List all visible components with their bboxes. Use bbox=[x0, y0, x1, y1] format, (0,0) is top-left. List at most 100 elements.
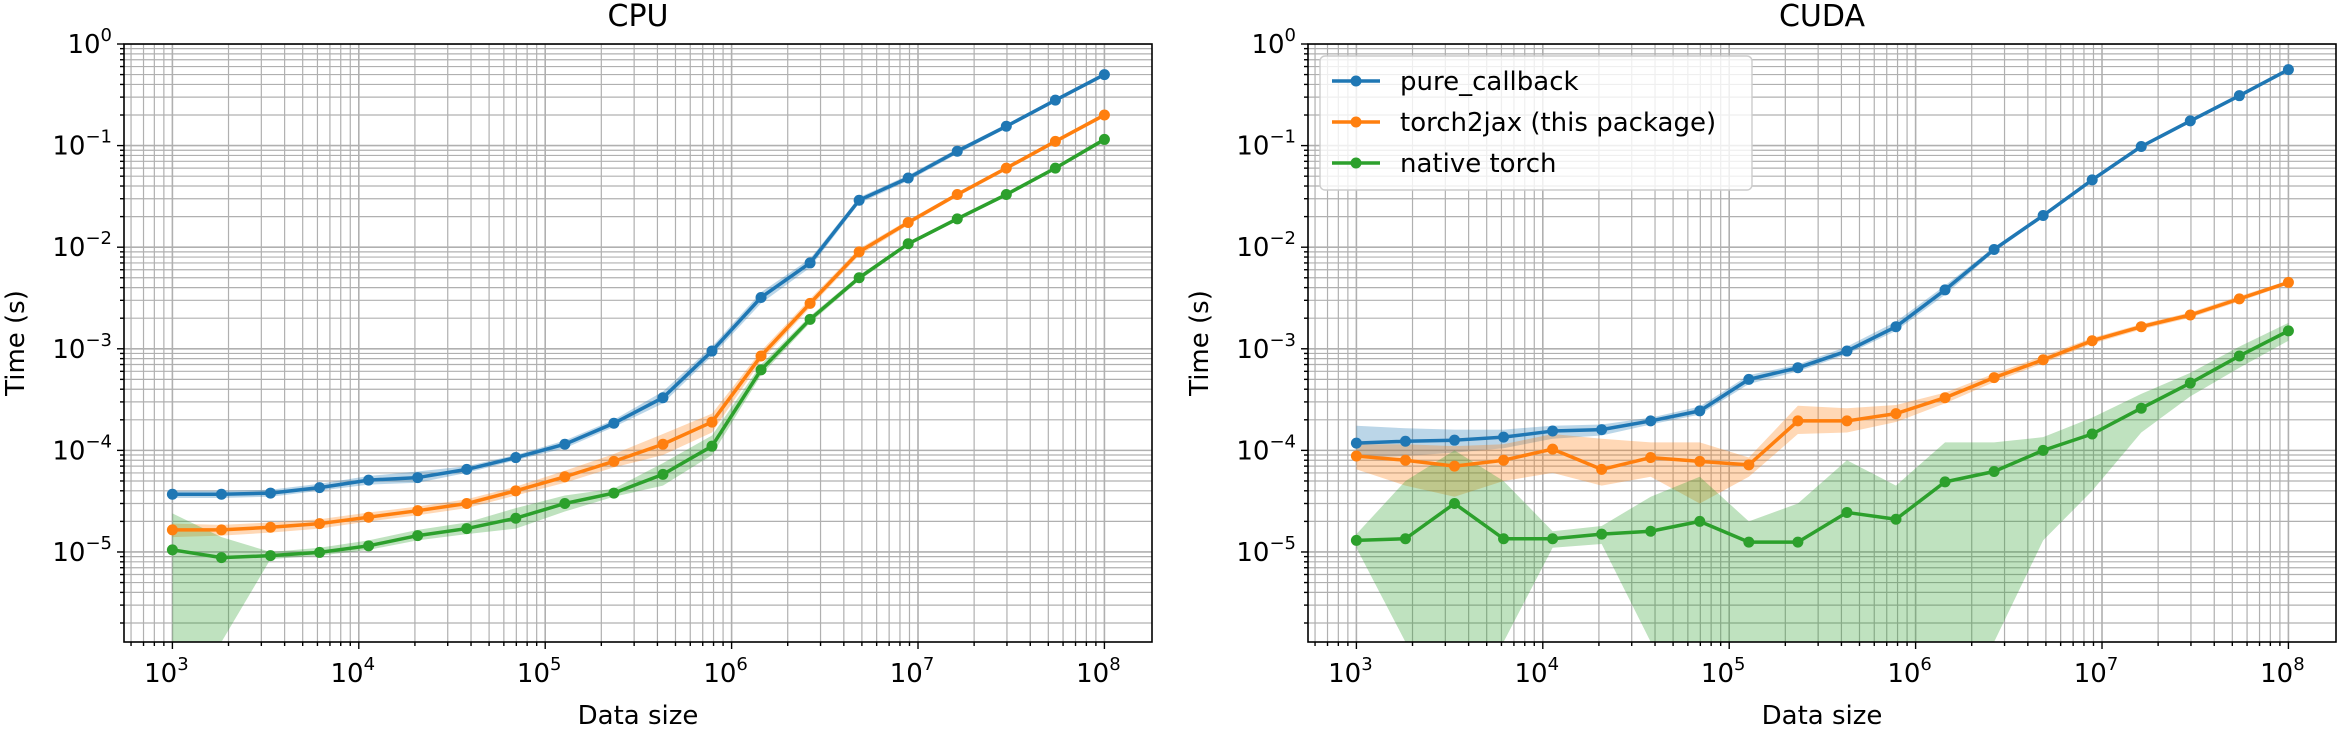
axes-panel-1: 103 104 105 106 107 10810−510−410−310−210−110… bbox=[1185, 0, 2337, 730]
series-band-0 bbox=[172, 72, 1105, 498]
data-point bbox=[657, 438, 669, 450]
tick-exponent: 0 bbox=[1285, 25, 1296, 46]
tick-base: 10 bbox=[1887, 659, 1920, 689]
data-point bbox=[2233, 90, 2245, 102]
legend-label: torch2jax (this package) bbox=[1400, 108, 1716, 138]
data-point bbox=[2037, 354, 2049, 366]
data-point bbox=[706, 345, 718, 357]
tick-base: 10 bbox=[703, 659, 736, 689]
data-point bbox=[2282, 325, 2294, 337]
tick-base: 10 bbox=[2074, 659, 2107, 689]
data-point bbox=[1350, 534, 1362, 546]
data-point bbox=[1743, 536, 1755, 548]
data-point bbox=[265, 550, 277, 562]
y-tick-label: 10−2 bbox=[52, 228, 112, 263]
tick-base: 10 bbox=[52, 132, 85, 162]
data-point bbox=[265, 521, 277, 533]
data-point bbox=[166, 544, 178, 556]
data-point bbox=[2086, 174, 2098, 186]
data-point bbox=[1645, 525, 1657, 537]
data-point bbox=[1596, 528, 1608, 540]
y-tick-label: 10−1 bbox=[52, 127, 112, 162]
y-tick-label: 100 bbox=[1251, 25, 1296, 60]
data-point bbox=[2282, 64, 2294, 76]
data-point bbox=[1694, 515, 1706, 527]
y-tick-label: 10−1 bbox=[1236, 127, 1296, 162]
data-point bbox=[804, 297, 816, 309]
x-tick-label: 108 bbox=[1076, 654, 1121, 689]
tick-exponent: 3 bbox=[177, 654, 188, 675]
axes-frame bbox=[123, 43, 1153, 643]
plot-area bbox=[166, 69, 1110, 642]
legend-label: native torch bbox=[1400, 149, 1556, 179]
data-point bbox=[166, 488, 178, 500]
series-line-1 bbox=[1356, 280, 2289, 472]
data-point bbox=[951, 145, 963, 157]
data-point bbox=[755, 364, 767, 376]
data-point bbox=[1939, 476, 1951, 488]
data-point bbox=[559, 438, 571, 450]
tick-base: 10 bbox=[1236, 538, 1269, 568]
y-tick-label: 10−2 bbox=[1236, 228, 1296, 263]
data-point bbox=[1792, 536, 1804, 548]
data-point bbox=[2233, 350, 2245, 362]
data-point bbox=[461, 523, 473, 535]
series-line-2 bbox=[172, 137, 1106, 560]
data-point bbox=[608, 417, 620, 429]
y-tick-label: 10−4 bbox=[1236, 431, 1296, 466]
data-point bbox=[1645, 452, 1657, 464]
tick-base: 10 bbox=[52, 233, 85, 263]
data-point bbox=[166, 524, 178, 536]
series-line-2 bbox=[1356, 329, 2290, 544]
data-point bbox=[1098, 133, 1110, 145]
data-point bbox=[608, 455, 620, 467]
data-point bbox=[314, 546, 326, 558]
data-point bbox=[314, 518, 326, 530]
series-line-0 bbox=[172, 73, 1106, 496]
data-point bbox=[1449, 460, 1461, 472]
tick-exponent: −3 bbox=[85, 330, 112, 351]
data-point bbox=[2282, 276, 2294, 288]
y-tick-label: 10−3 bbox=[52, 330, 112, 365]
chart-title: CPU bbox=[608, 0, 669, 34]
tick-exponent: 4 bbox=[364, 654, 375, 675]
data-point bbox=[2086, 335, 2098, 347]
axes-panel-0: 103 104 105 106 107 10810−510−410−310−210−110… bbox=[1, 0, 1153, 730]
data-point bbox=[755, 291, 767, 303]
data-point bbox=[314, 482, 326, 494]
tick-base: 10 bbox=[890, 659, 923, 689]
tick-base: 10 bbox=[52, 335, 85, 365]
y-tick-label: 10−5 bbox=[1236, 533, 1296, 568]
data-point bbox=[1890, 321, 1902, 333]
data-point bbox=[1890, 513, 1902, 525]
x-tick-label: 104 bbox=[1515, 654, 1560, 689]
data-point bbox=[657, 392, 669, 404]
series-line-0 bbox=[1356, 68, 2290, 445]
data-point bbox=[510, 452, 522, 464]
data-point bbox=[2233, 293, 2245, 305]
data-point bbox=[804, 313, 816, 325]
data-point bbox=[2135, 402, 2147, 414]
data-point bbox=[1098, 109, 1110, 121]
data-point bbox=[1098, 69, 1110, 81]
data-point bbox=[902, 238, 914, 250]
data-point bbox=[1049, 94, 1061, 106]
y-axis-label: Time (s) bbox=[1185, 290, 1215, 397]
data-point bbox=[1498, 454, 1510, 466]
data-point bbox=[1000, 162, 1012, 174]
y-tick-label: 100 bbox=[67, 25, 112, 60]
data-point bbox=[755, 350, 767, 362]
data-point bbox=[1547, 443, 1559, 455]
data-point bbox=[412, 530, 424, 542]
axes-frame bbox=[1307, 43, 2337, 643]
tick-exponent: −1 bbox=[1269, 127, 1296, 148]
tick-exponent: −4 bbox=[1269, 431, 1296, 452]
data-point bbox=[1645, 415, 1657, 427]
data-point bbox=[1694, 455, 1706, 467]
data-point bbox=[1350, 450, 1362, 462]
data-point bbox=[1841, 506, 1853, 518]
x-tick-label: 106 bbox=[703, 654, 748, 689]
grid bbox=[1308, 44, 2336, 642]
tick-base: 10 bbox=[2260, 659, 2293, 689]
